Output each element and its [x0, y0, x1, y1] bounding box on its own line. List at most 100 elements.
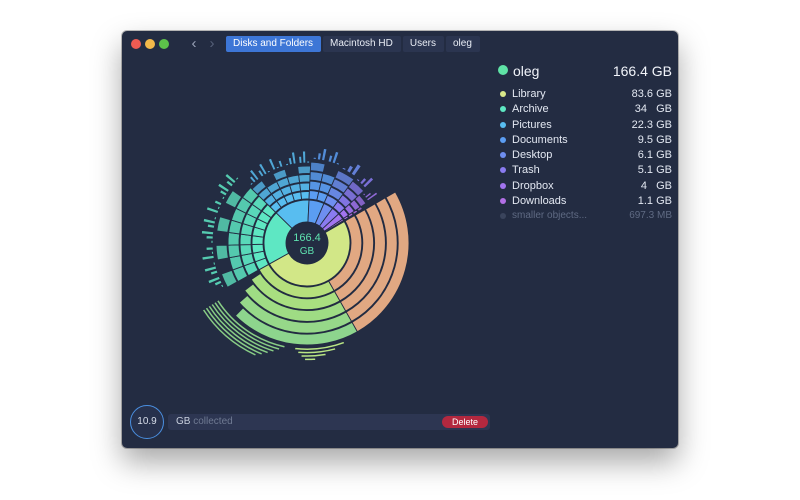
sunburst-child-pictures[interactable]: [289, 182, 302, 194]
sunburst-fringe-archive[interactable]: [200, 229, 215, 236]
sunburst-child-pictures[interactable]: [291, 191, 303, 202]
breadcrumb-oleg[interactable]: oleg: [445, 36, 480, 52]
sunburst-fringe-archive[interactable]: [206, 223, 216, 229]
sunburst-fringe-pictures[interactable]: [287, 156, 293, 166]
sunburst-fringe-pictures[interactable]: [298, 155, 303, 164]
sunburst-fringe-archive[interactable]: [210, 239, 214, 244]
sunburst-fringe-dropbox[interactable]: [362, 192, 367, 197]
sunburst-fringe-pictures[interactable]: [248, 175, 257, 184]
sunburst-fringe-pictures[interactable]: [277, 159, 284, 169]
sunburst-child-pictures[interactable]: [298, 174, 311, 183]
sunburst-fringe-desktop[interactable]: [350, 163, 362, 177]
legend-item-trash[interactable]: Trash 5.1 GB: [496, 163, 672, 178]
sunburst-child-archive[interactable]: [220, 269, 238, 288]
sunburst-fringe-pictures[interactable]: [266, 169, 272, 174]
sunburst-fringe-archive[interactable]: [202, 217, 217, 225]
sunburst-fringe-archive[interactable]: [210, 250, 215, 255]
sunburst-fringe-trash[interactable]: [359, 176, 368, 186]
sunburst-fringe-library[interactable]: [304, 357, 317, 362]
sunburst-child-archive[interactable]: [215, 244, 229, 261]
sunburst-child-archive[interactable]: [216, 216, 231, 233]
legend-item-desktop[interactable]: Desktop 6.1 GB: [496, 148, 672, 163]
sunburst-child-library[interactable]: [243, 283, 347, 322]
sunburst-fringe-library[interactable]: [294, 340, 346, 351]
sunburst-fringe-archive[interactable]: [217, 182, 231, 194]
sunburst-fringe-archive[interactable]: [220, 283, 225, 289]
sunburst-child-archive[interactable]: [239, 244, 253, 257]
legend-item-library[interactable]: Library 83.6 GB: [496, 87, 672, 102]
sunburst-fringe-archive[interactable]: [234, 176, 240, 182]
sunburst-child-pictures[interactable]: [251, 180, 267, 195]
sunburst-fringe-pictures[interactable]: [275, 165, 280, 170]
sunburst-child-archive[interactable]: [227, 244, 241, 259]
sunburst-child-downloads[interactable]: [347, 212, 354, 218]
sunburst-fringe-archive[interactable]: [205, 235, 214, 240]
sunburst-fringe-archive[interactable]: [207, 275, 221, 285]
sunburst-fringe-archive[interactable]: [209, 269, 219, 276]
sunburst-fringe-archive[interactable]: [224, 172, 237, 185]
sunburst-child-pictures[interactable]: [299, 182, 311, 192]
sunburst-fringe-documents[interactable]: [335, 161, 341, 166]
sunburst-fringe-dropbox[interactable]: [364, 191, 373, 199]
sunburst-fringe-documents[interactable]: [316, 152, 322, 161]
sunburst-fringe-desktop[interactable]: [341, 166, 347, 172]
breadcrumb-macintosh-hd[interactable]: Macintosh HD: [323, 36, 401, 52]
sunburst-fringe-dropbox[interactable]: [365, 191, 379, 202]
sunburst-child-library[interactable]: [250, 272, 341, 311]
sunburst-fringe-archive[interactable]: [218, 189, 228, 197]
sunburst-fringe-trash[interactable]: [355, 177, 361, 183]
sunburst-fringe-archive[interactable]: [205, 246, 214, 251]
sunburst-child-downloads[interactable]: [352, 209, 359, 215]
sunburst-child-smaller-objects[interactable]: [343, 218, 347, 222]
chevron-left-icon[interactable]: ‹: [191, 35, 197, 52]
sunburst-fringe-archive[interactable]: [221, 195, 226, 201]
sunburst-fringe-desktop[interactable]: [346, 164, 355, 174]
legend-item-documents[interactable]: Documents 9.5 GB: [496, 133, 672, 148]
sunburst-fringe-library[interactable]: [204, 306, 264, 356]
sunburst-child-archive[interactable]: [224, 189, 243, 209]
chevron-right-icon[interactable]: ›: [209, 35, 215, 52]
breadcrumb-users[interactable]: Users: [402, 36, 444, 52]
sunburst-child-library[interactable]: [234, 307, 358, 346]
sunburst-fringe-pictures[interactable]: [306, 160, 311, 164]
legend-root[interactable]: oleg 166.4 GB: [496, 62, 672, 82]
breadcrumb-disks-and-folders[interactable]: Disks and Folders: [226, 36, 322, 52]
sunburst-fringe-pictures[interactable]: [248, 168, 260, 182]
sunburst-child-documents[interactable]: [309, 161, 326, 173]
sunburst-fringe-archive[interactable]: [205, 206, 220, 215]
sunburst-fringe-documents[interactable]: [327, 154, 334, 164]
legend-item-smaller-objects[interactable]: smaller objects... 697.3 MB: [496, 209, 672, 224]
sunburst-child-pictures[interactable]: [297, 165, 312, 175]
sunburst-fringe-pictures[interactable]: [257, 162, 268, 176]
legend-item-archive[interactable]: Archive 34 GB: [496, 102, 672, 117]
sunburst-fringe-trash[interactable]: [362, 176, 375, 189]
sunburst-fringe-documents[interactable]: [312, 156, 317, 160]
sunburst-child-library[interactable]: [238, 294, 353, 334]
sunburst-child-archive[interactable]: [251, 243, 265, 254]
sunburst-rings[interactable]: [200, 147, 410, 362]
legend-item-dropbox[interactable]: Dropbox 4 GB: [496, 179, 672, 194]
sunburst-child-pictures[interactable]: [300, 191, 310, 200]
sunburst-fringe-archive[interactable]: [216, 205, 221, 211]
sunburst-fringe-pictures[interactable]: [257, 169, 265, 178]
sunburst-fringe-archive[interactable]: [201, 254, 215, 261]
sunburst-fringe-library[interactable]: [207, 304, 270, 355]
close-window-button[interactable]: [131, 39, 141, 49]
sunburst-fringe-pictures[interactable]: [284, 162, 290, 167]
sunburst-child-pictures[interactable]: [272, 168, 288, 182]
sunburst-chart[interactable]: 166.4 GB: [122, 57, 490, 407]
minimize-window-button[interactable]: [145, 39, 155, 49]
sunburst-fringe-archive[interactable]: [203, 265, 218, 273]
sunburst-segment-library[interactable]: [268, 220, 351, 287]
sunburst-fringe-library[interactable]: [213, 301, 281, 351]
zoom-window-button[interactable]: [159, 39, 169, 49]
sunburst-child-archive[interactable]: [227, 231, 241, 246]
sunburst-fringe-archive[interactable]: [213, 199, 223, 207]
sunburst-fringe-library[interactable]: [210, 302, 275, 353]
sunburst-fringe-pictures[interactable]: [301, 150, 307, 164]
sunburst-fringe-library[interactable]: [300, 352, 327, 358]
sunburst-fringe-archive[interactable]: [213, 279, 223, 287]
sunburst-fringe-documents[interactable]: [331, 150, 340, 165]
sunburst-fringe-documents[interactable]: [321, 147, 328, 162]
sunburst-fringe-archive[interactable]: [212, 261, 217, 266]
